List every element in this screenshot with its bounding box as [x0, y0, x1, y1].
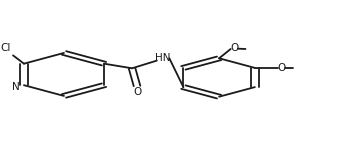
Text: O: O	[133, 87, 142, 97]
Text: HN: HN	[155, 53, 171, 63]
Text: N: N	[12, 82, 20, 92]
Text: Cl: Cl	[1, 43, 11, 53]
Text: O: O	[278, 63, 286, 73]
Text: O: O	[231, 43, 239, 53]
